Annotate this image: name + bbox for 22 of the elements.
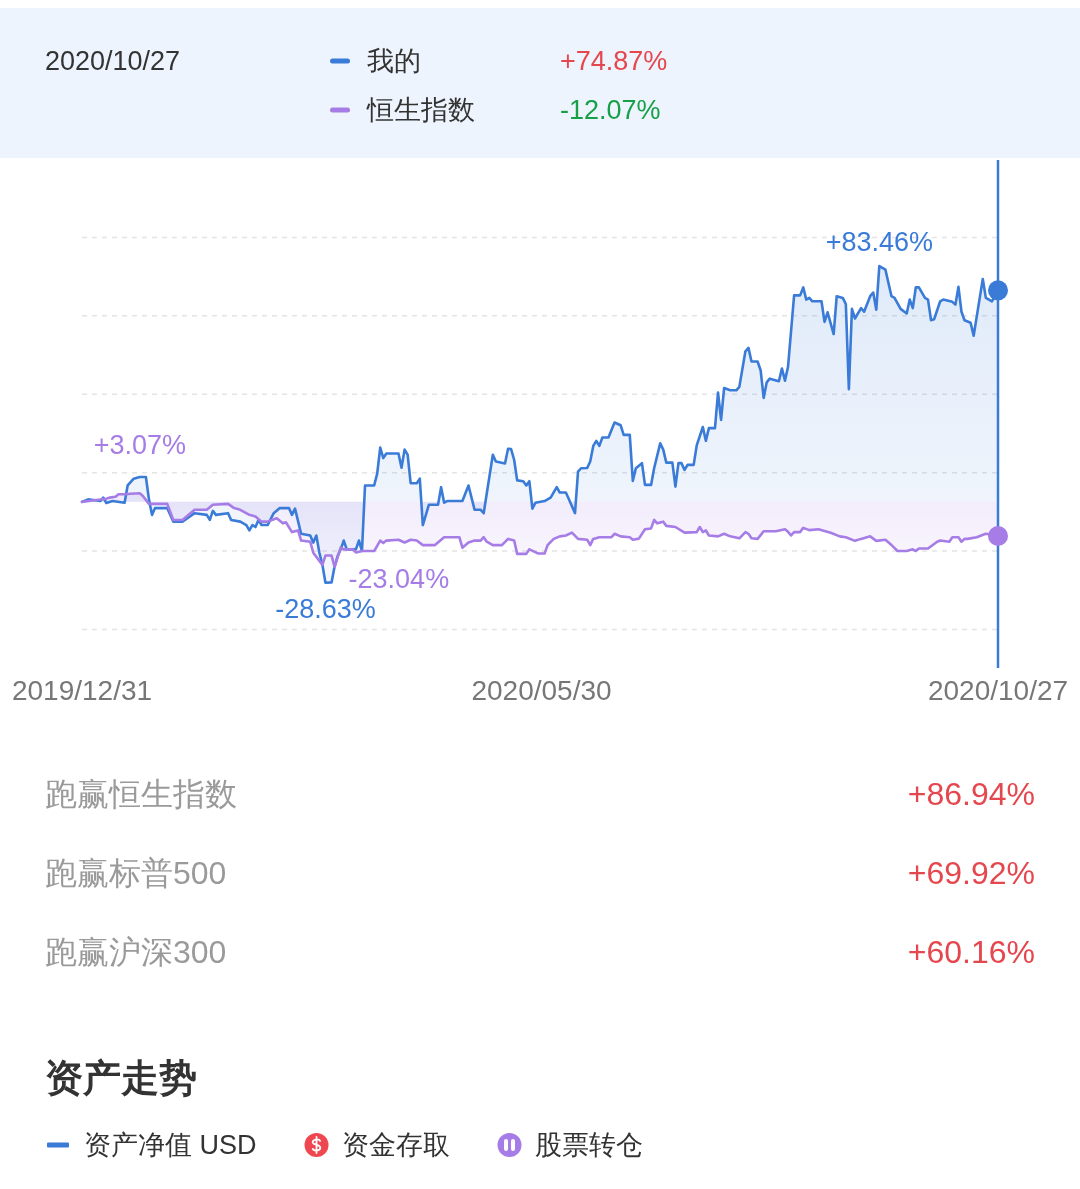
legend-label: 恒生指数 <box>366 95 475 125</box>
legend-label: 资金存取 <box>341 1130 450 1160</box>
text: +60.16% <box>907 934 1035 970</box>
text: +69.92% <box>907 855 1035 891</box>
data-label: +3.07% <box>93 430 186 461</box>
x-tick-label: 2019/12/31 <box>11 674 153 706</box>
legend-label: 我的 <box>367 46 421 76</box>
text: 资产走势 <box>45 1057 197 1099</box>
text: +86.94% <box>907 776 1035 812</box>
text: +74.87% <box>560 46 668 76</box>
data-label: -23.04% <box>348 563 450 594</box>
legend-label: 股票转仓 <box>534 1130 643 1160</box>
text: 跑赢沪深300 <box>45 934 227 970</box>
x-tick-label: 2020/10/27 <box>927 674 1069 706</box>
data-label: -28.63% <box>275 593 376 624</box>
text: -12.07% <box>560 95 661 125</box>
text: 跑赢标普500 <box>45 855 227 891</box>
legend-label: 资产净值 USD <box>84 1130 257 1160</box>
x-tick-label: 2020/05/30 <box>471 674 612 706</box>
text: 2020/10/27 <box>45 46 181 76</box>
data-label: +83.46% <box>825 227 933 258</box>
text: 跑赢恒生指数 <box>45 776 237 812</box>
